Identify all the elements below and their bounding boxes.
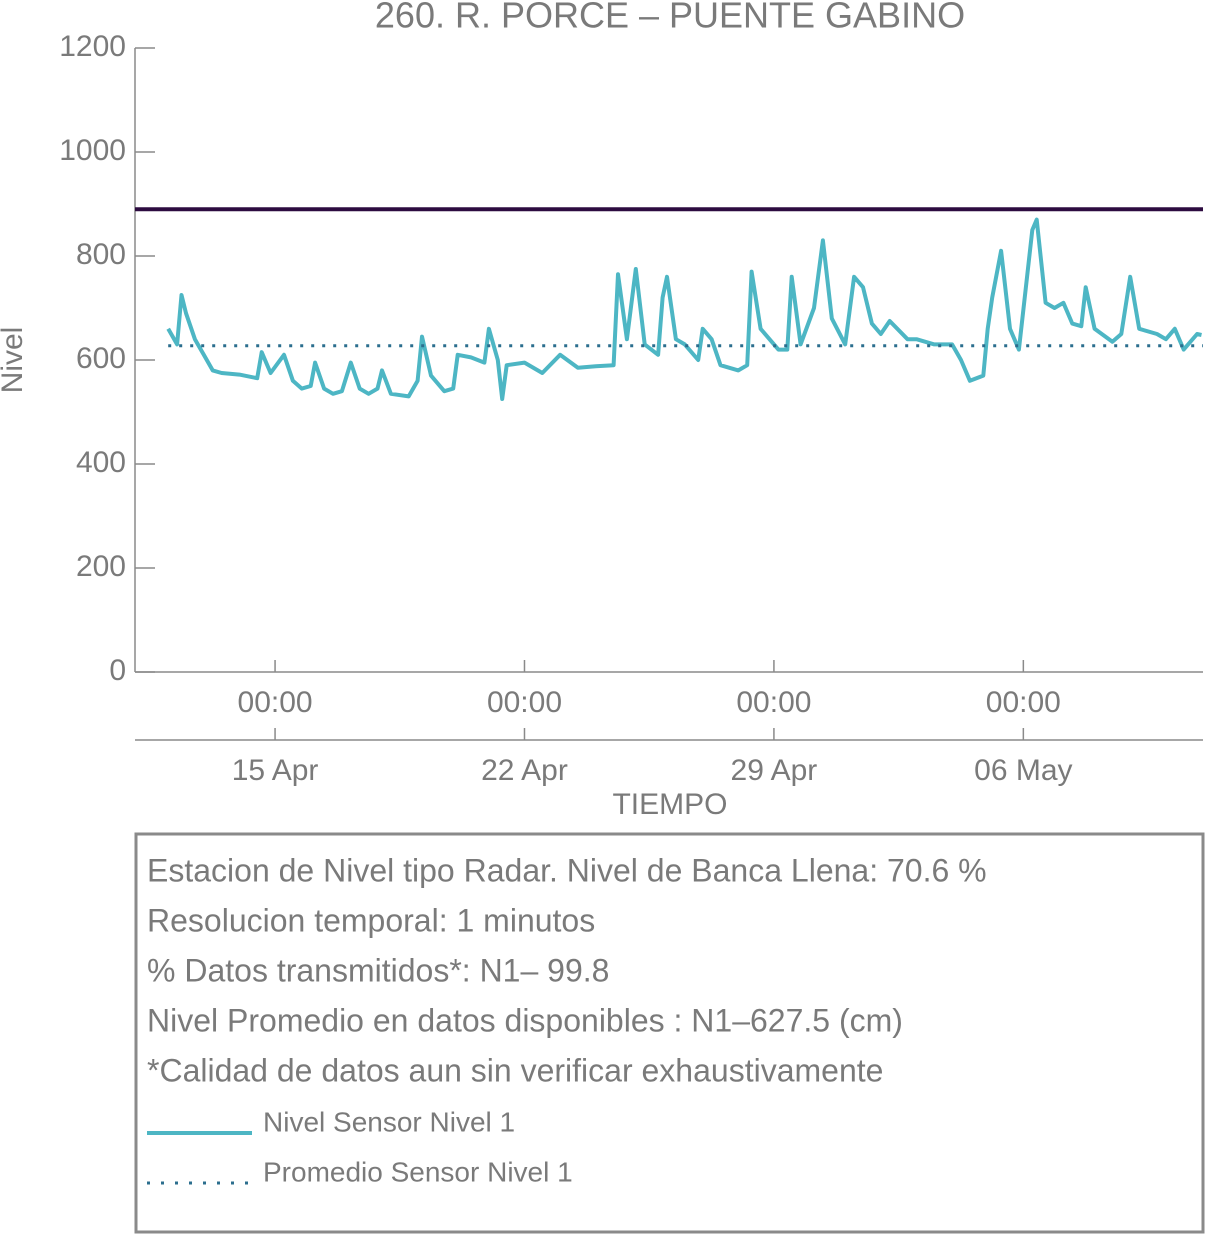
x-tick-label: 00:00: [487, 686, 562, 719]
x-tick-date-label: 29 Apr: [731, 754, 818, 787]
x-tick-date-label: 06 May: [974, 754, 1072, 787]
x-tick-label: 00:00: [238, 686, 313, 719]
x-tick-date-label: 22 Apr: [481, 754, 568, 787]
note: Estacion de Nivel tipo Radar. Nivel de B…: [147, 852, 987, 888]
y-axis-label: Nivel: [0, 327, 29, 394]
legend-label: Promedio Sensor Nivel 1: [263, 1156, 573, 1187]
note: % Datos transmitidos*: N1– 99.8: [147, 952, 609, 988]
y-tick-label: 0: [109, 654, 126, 687]
x-tick-date-label: 15 Apr: [232, 754, 319, 787]
series-line: [166, 217, 1202, 401]
chart-title: 260. R. PORCE – PUENTE GABINO: [375, 0, 965, 36]
note: *Calidad de datos aun sin verificar exha…: [147, 1052, 883, 1088]
legend-label: Nivel Sensor Nivel 1: [263, 1106, 515, 1137]
note: Nivel Promedio en datos disponibles : N1…: [147, 1002, 903, 1038]
y-tick-label: 600: [76, 342, 126, 375]
y-tick-label: 200: [76, 550, 126, 583]
y-tick-label: 1000: [59, 134, 126, 167]
legend-box: [134, 832, 1205, 1234]
note: Resolucion temporal: 1 minutos: [147, 902, 595, 938]
x-tick-label: 00:00: [736, 686, 811, 719]
x-tick-label: 00:00: [986, 686, 1061, 719]
x-axis-label: TIEMPO: [612, 788, 727, 821]
y-tick-label: 1200: [59, 30, 126, 63]
y-tick-label: 400: [76, 446, 126, 479]
y-tick-label: 800: [76, 238, 126, 271]
